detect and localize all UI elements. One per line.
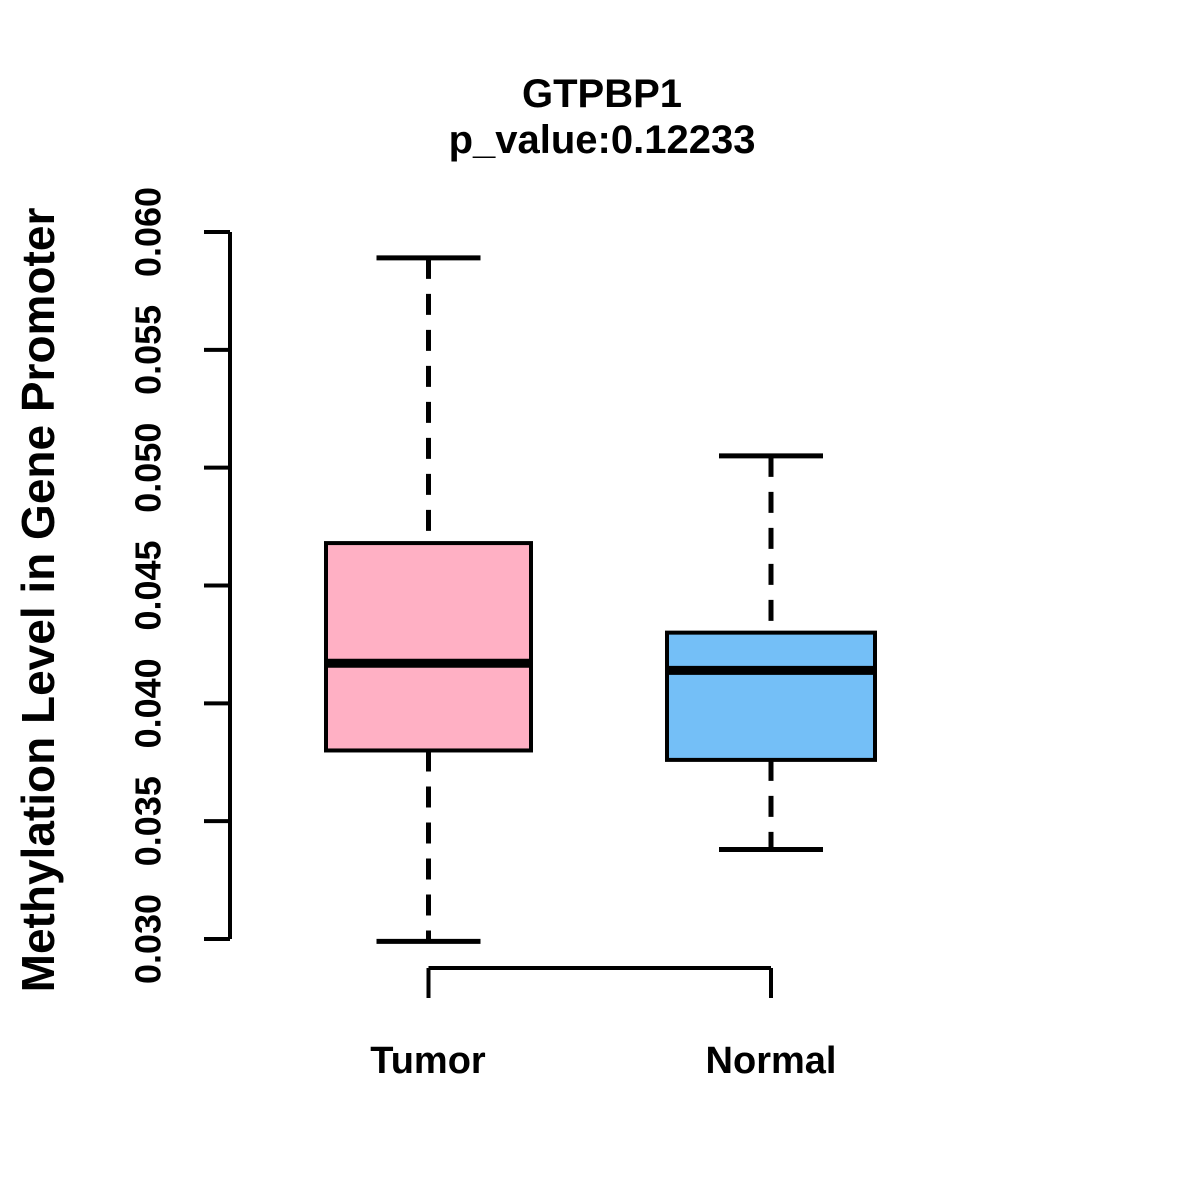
box-tumor bbox=[324, 541, 533, 753]
y-tick-label: 0.040 bbox=[128, 658, 169, 748]
y-tick-label: 0.060 bbox=[128, 187, 169, 277]
chart-title: GTPBP1 bbox=[521, 72, 683, 116]
category-label-normal: Normal bbox=[705, 1040, 837, 1082]
y-tick-label: 0.045 bbox=[128, 540, 169, 630]
y-tick-label: 0.030 bbox=[128, 894, 169, 984]
box-normal bbox=[665, 630, 877, 762]
y-tick-label: 0.050 bbox=[128, 423, 169, 513]
y-tick-label: 0.035 bbox=[128, 776, 169, 866]
y-tick-label: 0.055 bbox=[128, 305, 169, 395]
chart-subtitle-pvalue: p_value:0.12233 bbox=[448, 118, 756, 162]
category-label-tumor: Tumor bbox=[370, 1040, 486, 1082]
